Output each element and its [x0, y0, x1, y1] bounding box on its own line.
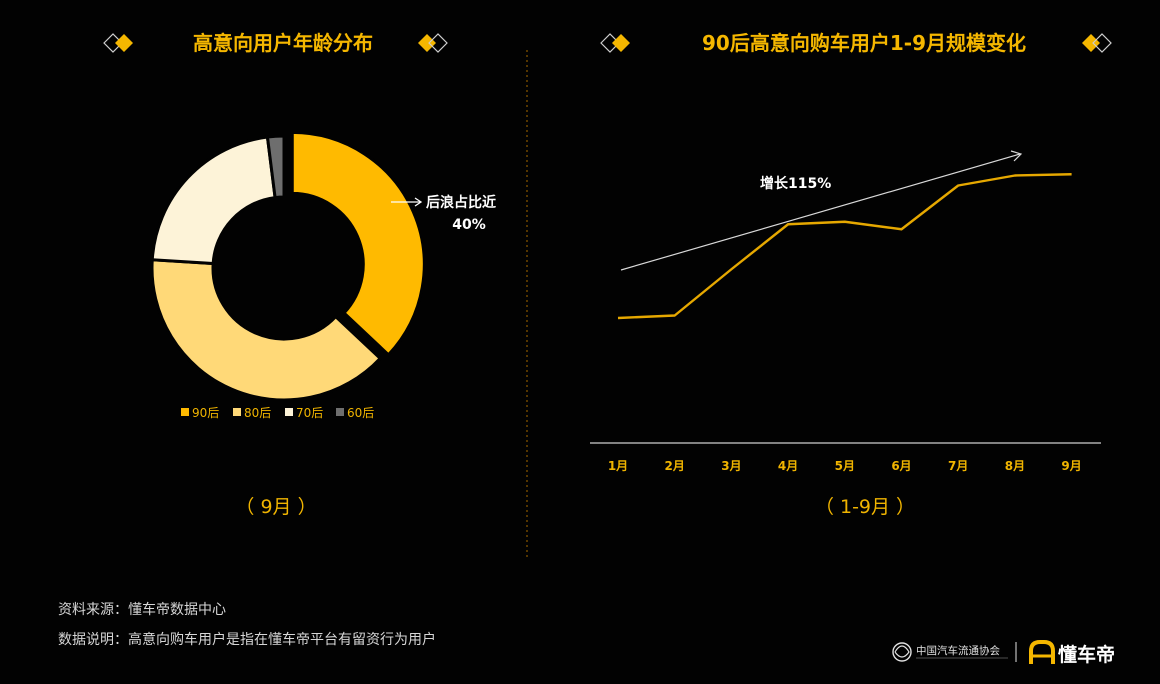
- line-chart: 1月 2月 3月 4月 5月 6月 7月 8月 9月: [590, 173, 1101, 473]
- growth-label: 增长115%: [760, 175, 831, 192]
- series-line: [617, 173, 1072, 320]
- growth-trend-arrow-icon: [620, 150, 1023, 271]
- legend-label: 60后: [347, 406, 374, 420]
- x-tick-5月: 5月: [835, 459, 855, 473]
- donut-slice-90后: [290, 130, 426, 357]
- x-tick-6月: 6月: [891, 459, 911, 473]
- left-panel: 高意向用户年龄分布 后浪占比近 40% 90后 80后 70后 60后 （ 9月 ）: [103, 31, 496, 518]
- x-tick-4月: 4月: [778, 459, 798, 473]
- partner-logo: 中国汽车流通协会: [892, 642, 1008, 662]
- legend-item-60后: 60后: [336, 406, 374, 420]
- left-title-deco-left-icon: [103, 33, 133, 53]
- legend-item-70后: 70后: [285, 406, 323, 420]
- left-chart-title: 高意向用户年龄分布: [193, 31, 373, 55]
- donut-slice-60后: [265, 134, 286, 200]
- x-tick-9月: 9月: [1061, 459, 1081, 473]
- x-tick-2月: 2月: [665, 459, 685, 473]
- legend-label: 90后: [192, 406, 219, 420]
- left-title-deco-right-icon: [418, 33, 448, 53]
- legend-label: 80后: [244, 406, 271, 420]
- legend-item-90后: 90后: [181, 406, 219, 420]
- legend-swatch: [336, 408, 344, 416]
- brand-logo: 懂车帝: [1029, 640, 1115, 666]
- x-tick-3月: 3月: [721, 459, 741, 473]
- right-title-deco-right-icon: [1082, 33, 1112, 53]
- right-title-deco-left-icon: [600, 33, 630, 53]
- donut-annotation-line1: 后浪占比近: [426, 194, 496, 211]
- legend-swatch: [285, 408, 293, 416]
- right-panel: 90后高意向购车用户1-9月规模变化 增长115% 1月 2月 3月 4月 5月 6月 7月…: [590, 31, 1112, 518]
- brand-name: 懂车帝: [1058, 643, 1115, 666]
- donut-chart: [150, 130, 426, 402]
- donut-slice-80后: [150, 258, 383, 402]
- partner-emblem-icon: [892, 642, 912, 662]
- left-period-label: （ 9月 ）: [235, 496, 316, 518]
- annotation-arrow-icon: [391, 197, 423, 207]
- legend-label: 70后: [296, 406, 323, 420]
- legend-item-80后: 80后: [233, 406, 271, 420]
- x-tick-7月: 7月: [948, 459, 968, 473]
- partner-logo-text: 中国汽车流通协会: [916, 644, 1000, 657]
- donut-legend: 90后 80后 70后 60后: [181, 406, 374, 420]
- x-tick-1月: 1月: [608, 459, 628, 473]
- right-period-label: （ 1-9月 ）: [815, 496, 915, 518]
- donut-slice-70后: [150, 135, 277, 266]
- legend-swatch: [233, 408, 241, 416]
- brand-mark-icon: [1029, 640, 1055, 664]
- right-chart-title: 90后高意向购车用户1-9月规模变化: [702, 31, 1026, 55]
- legend-swatch: [181, 408, 189, 416]
- x-tick-8月: 8月: [1005, 459, 1025, 473]
- donut-annotation-line2: 40%: [452, 217, 486, 233]
- data-note: 数据说明：高意向购车用户是指在懂车帝平台有留资行为用户: [58, 631, 436, 648]
- source-note: 资料来源：懂车帝数据中心: [58, 601, 226, 618]
